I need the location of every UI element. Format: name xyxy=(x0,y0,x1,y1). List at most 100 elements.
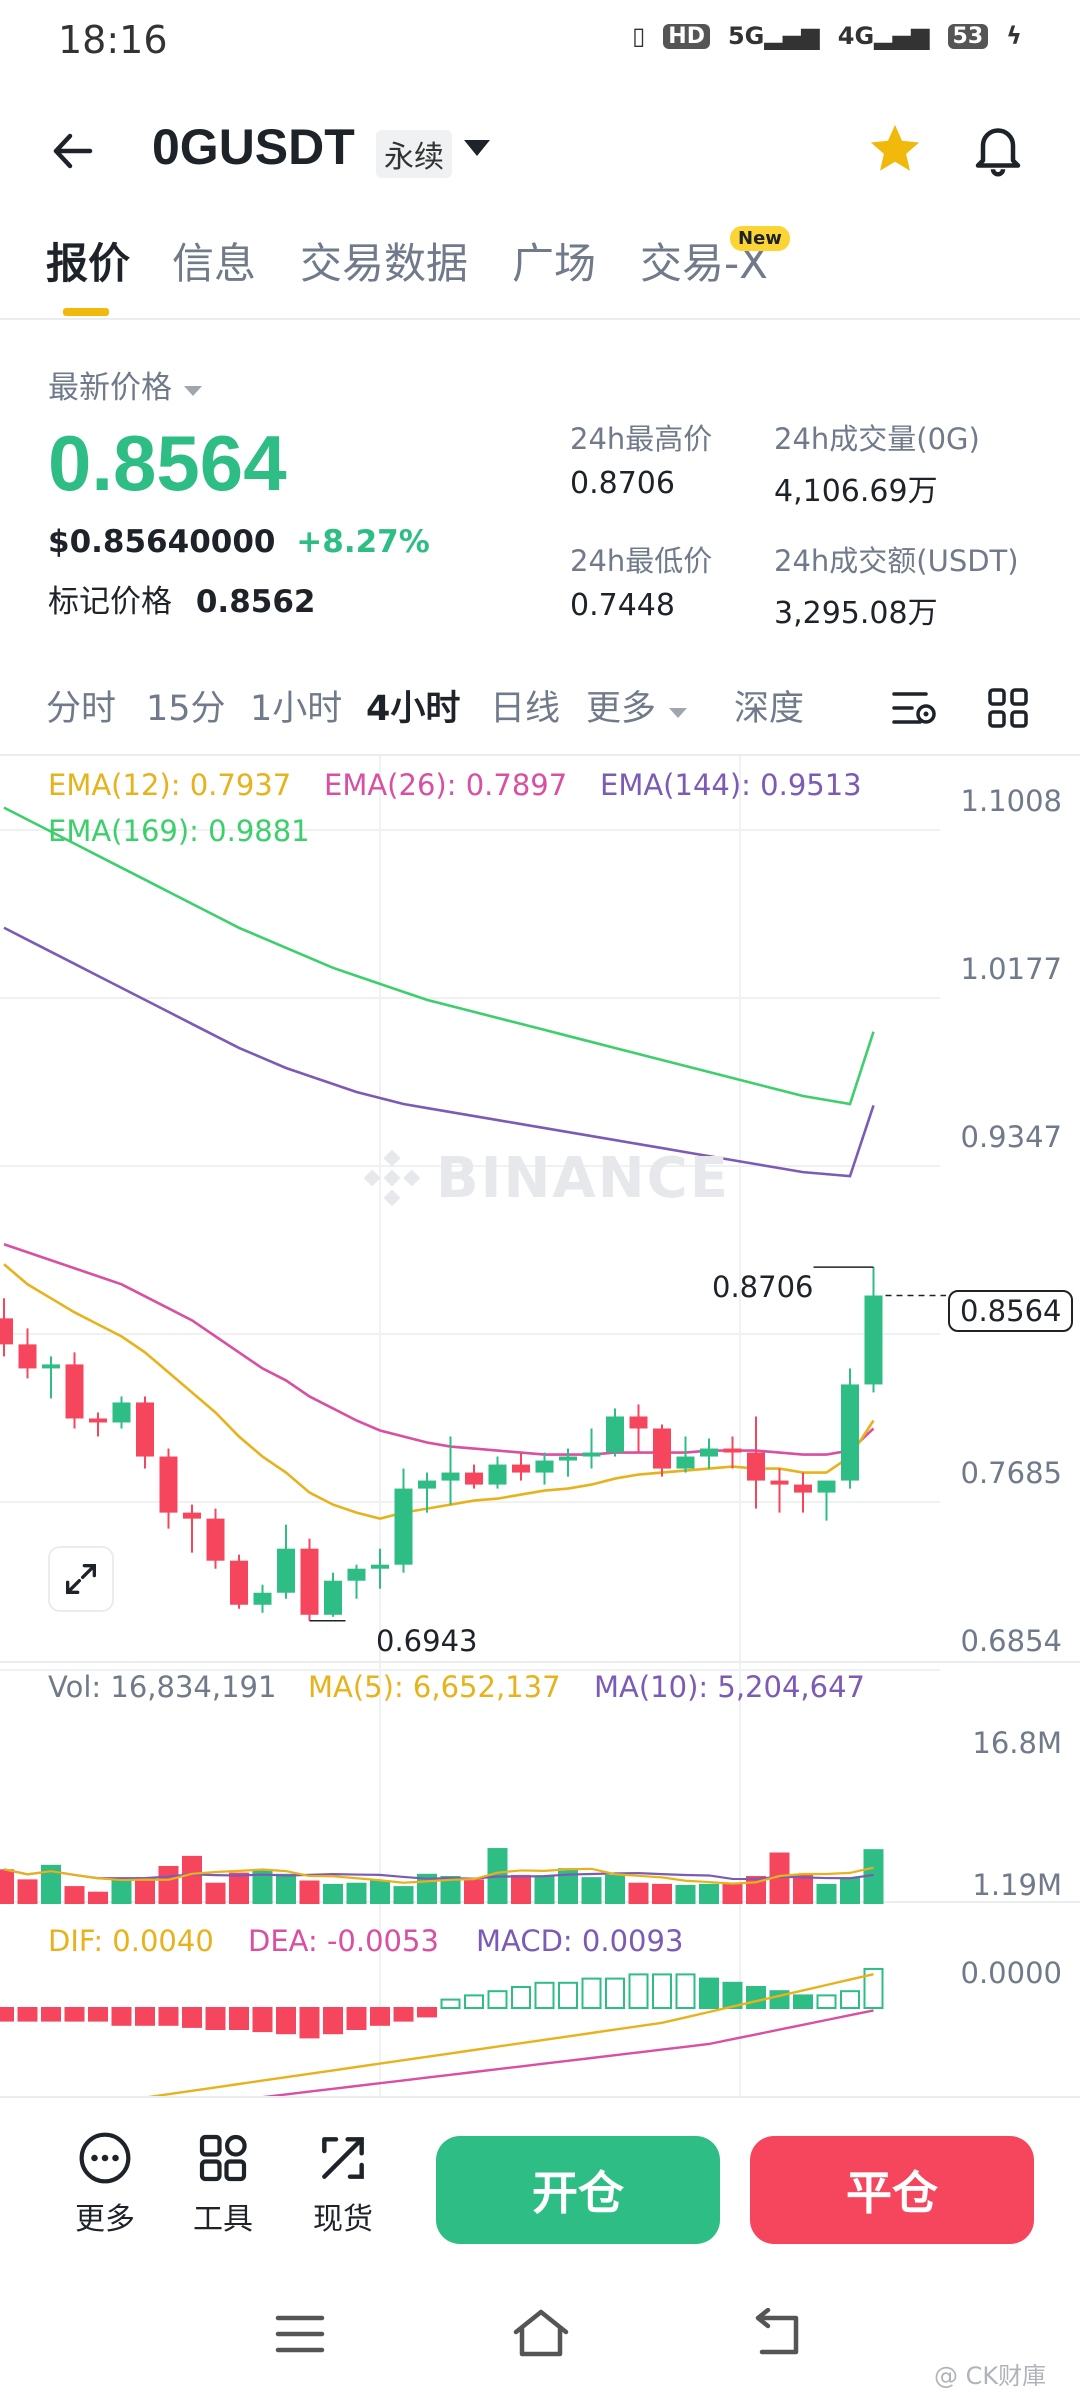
usd-price-row: $0.85640000 +8.27% xyxy=(48,524,430,560)
footer-watermark: @ CK财庫 xyxy=(934,2362,1047,2390)
chart-settings-icon[interactable] xyxy=(890,686,938,734)
macd-bar xyxy=(64,2007,85,2022)
tab-quote[interactable]: 报价 xyxy=(46,239,131,288)
macd-bar xyxy=(722,1981,743,2010)
candle-body xyxy=(0,1318,13,1345)
candle-body xyxy=(653,1428,671,1469)
interval-15m[interactable]: 15分 xyxy=(146,689,226,729)
close-position-button[interactable]: 平仓 xyxy=(750,2136,1034,2244)
macd-axis-label: 0.0000 xyxy=(960,1956,1062,1990)
tab-info[interactable]: 信息 xyxy=(172,239,257,288)
interval-1d[interactable]: 日线 xyxy=(490,689,561,729)
layout-grid-icon[interactable] xyxy=(986,686,1030,734)
candle-body xyxy=(629,1416,648,1429)
volume-bar xyxy=(0,1869,14,1904)
macd-bar xyxy=(323,2007,343,2035)
spot-button[interactable]: 现货 xyxy=(298,2130,388,2238)
volume-bar xyxy=(605,1874,625,1904)
signal-5g-icon: 5G▂▄▆ xyxy=(727,22,820,50)
macd-bar xyxy=(111,2007,132,2026)
tab-trading-data[interactable]: 交易数据 xyxy=(300,239,469,288)
candle-body xyxy=(112,1402,131,1423)
ema12-line xyxy=(3,1263,875,1520)
expand-chart-button[interactable] xyxy=(48,1546,114,1612)
back-nav-icon[interactable] xyxy=(752,2307,804,2364)
volume-24h-value: 4,106.69万 xyxy=(774,474,938,509)
menu-nav-icon[interactable] xyxy=(274,2312,326,2360)
macd-bar xyxy=(534,1981,555,2010)
volume-bar xyxy=(464,1879,484,1904)
candle-body xyxy=(89,1418,107,1423)
symbol-title[interactable]: 0GUSDT xyxy=(152,119,355,175)
more-label: 更多 xyxy=(75,2202,135,2237)
amount-24h-label: 24h成交额(USDT) xyxy=(774,544,1019,578)
macd-bar xyxy=(628,1973,649,2010)
interval-4h[interactable]: 4小时 xyxy=(366,689,461,729)
candle-body xyxy=(676,1456,695,1469)
status-time: 18:16 xyxy=(58,18,168,62)
macd-bar xyxy=(276,2007,296,2035)
volume-bar xyxy=(793,1874,813,1904)
candle-body xyxy=(512,1464,530,1473)
interval-more[interactable]: 更多 xyxy=(586,680,689,731)
candle-body xyxy=(723,1448,742,1453)
volume-bar xyxy=(182,1855,202,1904)
latest-price-label[interactable]: 最新价格 xyxy=(48,362,204,407)
tools-button[interactable]: 工具 xyxy=(178,2130,268,2238)
price-chart[interactable] xyxy=(0,756,1080,2096)
candle-body xyxy=(700,1448,718,1457)
candle-body xyxy=(841,1384,859,1481)
candle-body xyxy=(441,1472,460,1481)
tab-square[interactable]: 广场 xyxy=(512,239,597,288)
macd-bar xyxy=(346,2007,367,2030)
more-menu-button[interactable]: 更多 xyxy=(60,2130,150,2238)
volume-bar xyxy=(64,1886,85,1904)
volume-bar xyxy=(769,1852,790,1904)
price-axis-label: 1.1008 xyxy=(960,784,1062,818)
candle-body xyxy=(817,1480,836,1493)
symbol-dropdown-icon[interactable] xyxy=(462,138,492,162)
interval-depth[interactable]: 深度 xyxy=(734,689,805,729)
vibrate-icon: ▯ xyxy=(632,22,646,50)
charging-icon: ϟ xyxy=(1006,22,1022,50)
interval-1h[interactable]: 1小时 xyxy=(250,689,343,729)
macd-dif-legend: DIF: 0.0040 xyxy=(48,1924,214,1958)
volume-bar xyxy=(863,1849,884,1904)
spot-label: 现货 xyxy=(313,2202,373,2237)
ema26-legend: EMA(26): 0.7897 xyxy=(324,768,568,802)
signal-4g-icon: 4G▂▄▆ xyxy=(837,22,930,50)
open-position-button[interactable]: 开仓 xyxy=(436,2136,720,2244)
macd-bar xyxy=(581,1977,602,2009)
macd-bar xyxy=(0,2007,14,2022)
favorite-star-icon[interactable] xyxy=(866,120,924,182)
price-change: +8.27% xyxy=(296,524,430,560)
back-arrow-icon[interactable] xyxy=(48,126,98,180)
bell-icon[interactable] xyxy=(968,118,1028,182)
macd-value-legend: MACD: 0.0093 xyxy=(476,1924,684,1958)
latest-price-dropdown-icon xyxy=(183,386,202,396)
volume-bar xyxy=(158,1865,179,1904)
volume-24h-label: 24h成交量(0G) xyxy=(774,422,980,456)
candle-body xyxy=(559,1456,577,1461)
mark-price: 0.8562 xyxy=(195,584,316,620)
bottom-bar-divider xyxy=(0,2096,1080,2098)
interval-timeline[interactable]: 分时 xyxy=(46,689,117,729)
macd-bar xyxy=(746,1986,766,2009)
macd-bar xyxy=(229,2007,249,2030)
chart-top-divider xyxy=(0,754,1080,756)
macd-bar xyxy=(675,1973,696,2010)
tools-icon xyxy=(199,2134,247,2182)
volume-bar xyxy=(440,1876,461,1904)
price-axis-label: 0.6854 xyxy=(960,1624,1062,1658)
macd-bar xyxy=(17,2007,38,2022)
macd-dea-legend: DEA: -0.0053 xyxy=(248,1924,439,1958)
macd-bar xyxy=(135,2007,155,2026)
macd-bar xyxy=(464,1994,484,2010)
volume-bar xyxy=(840,1877,860,1904)
macd-bar xyxy=(417,2007,437,2018)
volume-ma10-line xyxy=(3,1868,874,1881)
candle-body xyxy=(206,1518,225,1561)
price-axis-label: 0.7685 xyxy=(960,1456,1062,1490)
macd-bar xyxy=(558,1981,578,2010)
home-nav-icon[interactable] xyxy=(512,2306,570,2364)
